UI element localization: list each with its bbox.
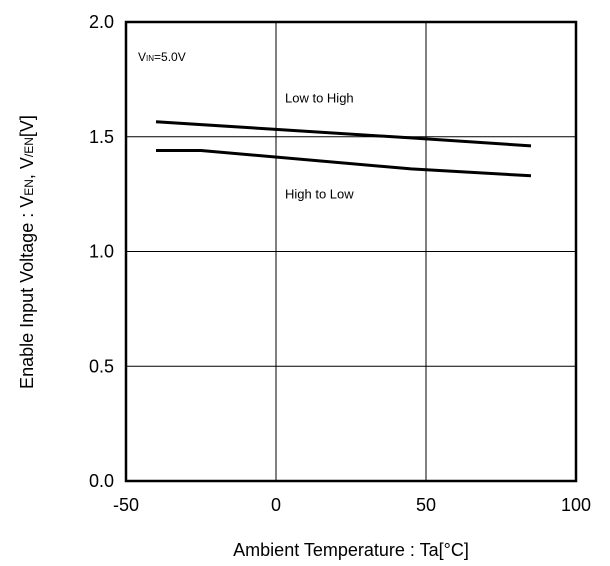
series-line-high-to-low: [156, 149, 532, 178]
x-tick-label: -50: [113, 495, 139, 515]
y-tick-label: 1.5: [89, 127, 114, 147]
series-line-low-to-high: [155, 120, 532, 148]
tick-labels: -50 0 50 100 0.0 0.5 1.0 1.5 2.0: [89, 12, 591, 515]
y-axis-label-sep: , V: [17, 157, 37, 179]
x-tick-label: 100: [561, 495, 591, 515]
y-axis-label-sub1: EN: [22, 179, 36, 196]
y-axis-label-sub2: /EN: [22, 137, 36, 157]
series-annotation: High to Low: [285, 187, 354, 202]
y-tick-label: 2.0: [89, 12, 114, 32]
y-tick-label: 0.0: [89, 471, 114, 491]
condition-rest: =5.0V: [154, 50, 186, 64]
annotations: Low to High High to Low: [285, 90, 354, 201]
x-tick-label: 50: [416, 495, 436, 515]
y-axis-label: Enable Input Voltage : VEN, V/EN[V]: [17, 115, 37, 389]
series-annotation: Low to High: [285, 90, 354, 105]
x-axis-label: Ambient Temperature : Ta[°C]: [233, 540, 469, 560]
condition-main: V: [138, 50, 146, 64]
series-lines: [155, 120, 532, 178]
y-tick-label: 1.0: [89, 242, 114, 262]
x-tick-label: 0: [271, 495, 281, 515]
y-axis-label-prefix: Enable Input Voltage : V: [17, 196, 37, 389]
condition-label: VIN=5.0V: [138, 50, 186, 64]
y-axis-label-suffix: [V]: [17, 115, 37, 137]
condition-sub: IN: [146, 54, 154, 63]
grid-lines: [126, 22, 576, 481]
plot-frame: [124, 20, 578, 483]
y-tick-label: 0.5: [89, 356, 114, 376]
